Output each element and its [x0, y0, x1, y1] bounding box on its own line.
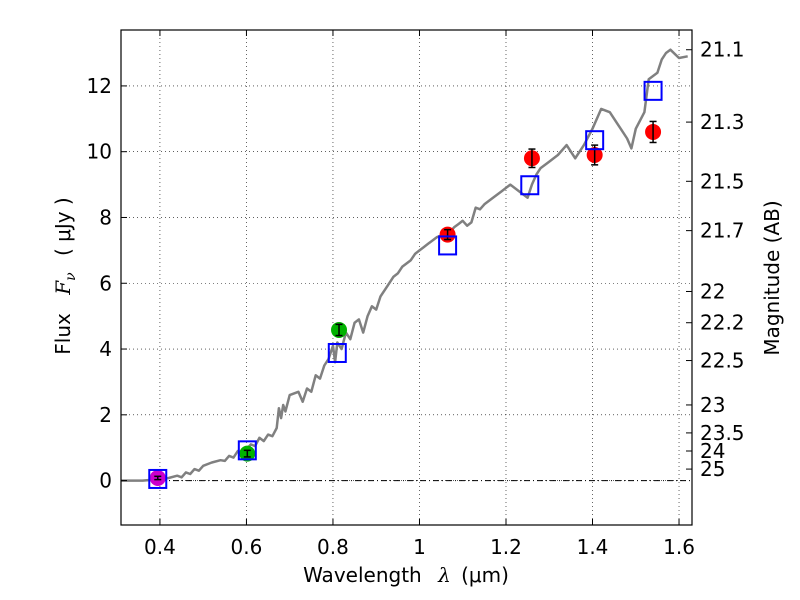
grid	[121, 30, 692, 525]
y-ticks: 0 2 4 6 8 10 12	[87, 74, 127, 493]
model-flux-square	[237, 440, 257, 461]
magnitude-tick-label: 23	[700, 393, 725, 417]
x-tick-label: 0.6	[231, 535, 263, 559]
x-tick-label: 0.4	[144, 535, 176, 559]
magnitude-tick-label: 21.3	[700, 110, 745, 134]
markers	[148, 80, 663, 489]
y-tick-label: 6	[99, 271, 112, 295]
magnitude-tick-label: 25	[700, 457, 725, 481]
y-axis-label: Flux Fν ( μJy )	[51, 197, 80, 354]
y-tick-label: 4	[99, 337, 112, 361]
x-tick-label: 1	[413, 535, 426, 559]
magnitude-tick-label: 24	[700, 439, 725, 463]
y-tick-label: 2	[99, 403, 112, 427]
x-axis-label: Wavelength λ (μm)	[303, 563, 509, 587]
plot-frame	[120, 29, 693, 526]
x-tick-label: 0.8	[317, 535, 349, 559]
model-flux-square	[643, 80, 663, 101]
y-tick-label: 8	[99, 205, 112, 229]
magnitude-tick-label: 22	[700, 279, 725, 303]
x-ticks: 0.4 0.6 0.8 1 1.2 1.4 1.6	[144, 30, 695, 559]
y-tick-label: 10	[87, 140, 112, 164]
y-tick-label: 0	[99, 469, 112, 493]
model-flux-square	[327, 342, 347, 363]
model-flux-square	[520, 175, 540, 196]
y2-axis-label: Magnitude (AB)	[760, 200, 784, 355]
y-tick-label: 12	[87, 74, 112, 98]
magnitude-tick-label: 22.5	[700, 349, 745, 373]
magnitude-tick-label: 23.5	[700, 421, 745, 445]
magnitude-tick-label: 21.7	[700, 219, 745, 243]
model-flux-square	[148, 468, 168, 489]
x-tick-label: 1.6	[663, 535, 695, 559]
model-flux-square	[585, 130, 605, 151]
model-flux-square	[438, 235, 458, 256]
x-tick-label: 1.2	[490, 535, 522, 559]
magnitude-tick-label: 22.2	[700, 311, 745, 335]
magnitude-tick-label: 21.5	[700, 169, 745, 193]
magnitude-tick-label: 21.1	[700, 38, 745, 62]
x-tick-label: 1.4	[577, 535, 609, 559]
